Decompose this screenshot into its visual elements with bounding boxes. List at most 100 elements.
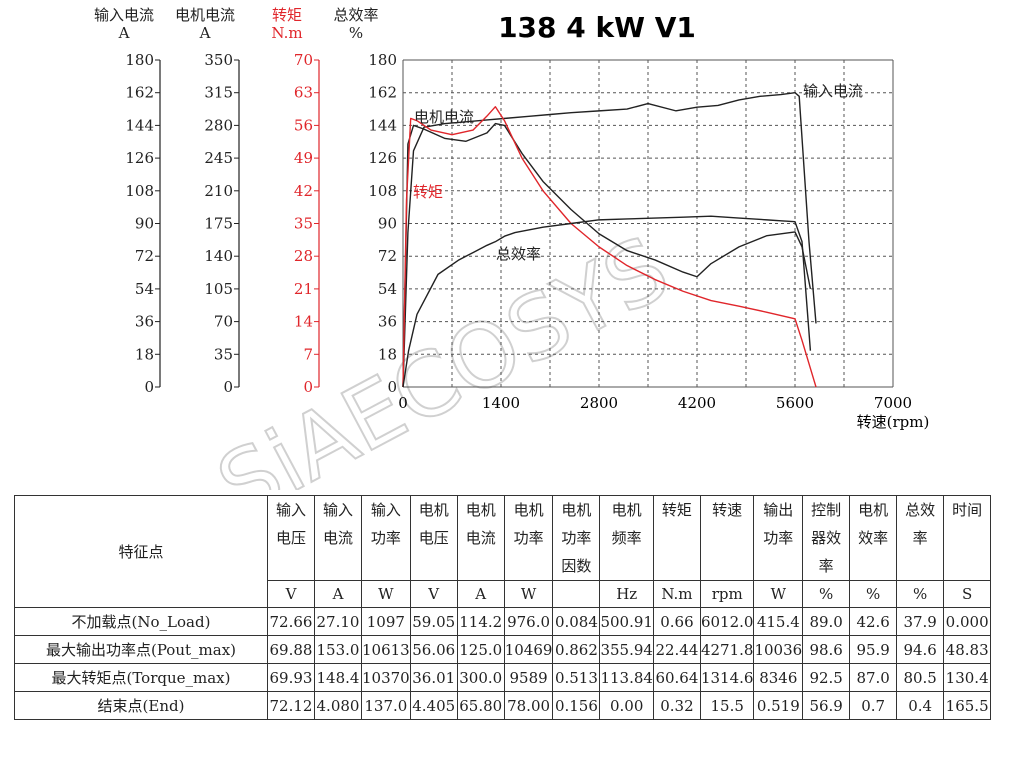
- column-header: 控制 器效率: [802, 495, 851, 581]
- unit-cell: A: [456, 580, 505, 608]
- table-row: 不加载点(No_Load) 72.66 27.10 1097 59.05 114.2 976…: [14, 607, 992, 636]
- y-tick-label: 180: [125, 51, 154, 69]
- column-header: 电机 功率 因数: [552, 495, 601, 581]
- y-axis-unit: %: [349, 24, 363, 42]
- table-cell: 114.2: [456, 607, 505, 636]
- y-tick-label: 0: [387, 378, 397, 396]
- table-cell: 125.0: [456, 635, 505, 664]
- unit-cell: %: [896, 580, 945, 608]
- column-header-line: 率: [818, 557, 834, 575]
- y-axis-header: 电机电流: [175, 6, 235, 24]
- chart-title: 138 4 kW V1: [498, 11, 696, 44]
- y-tick-label: 63: [294, 84, 313, 102]
- table-cell: 0.32: [652, 691, 701, 720]
- y-tick-label: 0: [303, 378, 313, 396]
- y-tick-label: 180: [368, 51, 397, 69]
- table-cell: 69.93: [267, 663, 315, 692]
- x-tick-label: 5600: [776, 394, 814, 412]
- table-cell: 78.00: [503, 691, 554, 720]
- column-header: 电机 功率: [503, 495, 554, 581]
- table-cell: 0.519: [753, 691, 804, 720]
- row-label: 最大输出功率点(Pout_max): [14, 635, 268, 664]
- series-annotation: 总效率: [496, 245, 541, 263]
- table-cell: 1097: [361, 607, 411, 636]
- y-axis-header: 转矩: [272, 6, 302, 24]
- y-tick-label: 144: [125, 116, 154, 134]
- table-cell: 1314.6: [699, 663, 755, 692]
- y-tick-label: 315: [204, 84, 233, 102]
- y-axis-header: 总效率: [333, 6, 378, 24]
- table-cell: 80.5: [896, 663, 945, 692]
- table-cell: 4.080: [314, 691, 362, 720]
- series-annotation: 输入电流: [803, 82, 863, 100]
- series-line: [402, 106, 817, 388]
- row-label: 最大转矩点(Torque_max): [14, 663, 268, 692]
- table-cell: 56.9: [802, 691, 851, 720]
- watermark: SiAECOSYS: [201, 215, 686, 490]
- table-cell: 89.0: [802, 607, 851, 636]
- table-cell: 130.4: [943, 663, 992, 692]
- table-cell: 37.9: [896, 607, 945, 636]
- table-cell: 56.06: [409, 635, 458, 664]
- unit-cell: W: [361, 580, 411, 608]
- column-header-line: 输出: [763, 501, 794, 519]
- column-header: 输入 电压: [267, 495, 315, 581]
- y-tick-label: 245: [204, 149, 233, 167]
- table-cell: 94.6: [896, 635, 945, 664]
- y-tick-label: 49: [294, 149, 313, 167]
- column-header-line: 总效: [905, 501, 936, 519]
- table-cell: 0.000: [943, 607, 992, 636]
- y-tick-label: 35: [294, 215, 313, 233]
- table-cell: 69.88: [267, 635, 315, 664]
- table-cell: 8346: [753, 663, 804, 692]
- y-tick-label: 126: [125, 149, 154, 167]
- table-cell: 72.66: [267, 607, 315, 636]
- unit-cell: %: [802, 580, 851, 608]
- y-tick-label: 280: [204, 116, 233, 134]
- column-header: 总效率: [896, 495, 945, 581]
- column-header-line: 功率: [763, 529, 794, 547]
- y-axes: 输入电流A18016214412610890725436180电机电流A3503…: [94, 6, 397, 396]
- unit-cell: V: [409, 580, 458, 608]
- column-header-line: 输入: [322, 501, 353, 519]
- y-axis-header: 输入电流: [94, 6, 154, 24]
- column-header-line: 功率: [513, 529, 544, 547]
- table-cell: 4.405: [409, 691, 458, 720]
- table-cell: 98.6: [802, 635, 851, 664]
- series-line: [402, 122, 812, 388]
- y-tick-label: 162: [125, 84, 154, 102]
- y-tick-label: 162: [368, 84, 397, 102]
- unit-cell: Hz: [599, 580, 654, 608]
- series-line: [402, 91, 817, 388]
- y-tick-label: 54: [378, 280, 397, 298]
- table-cell: 42.6: [849, 607, 898, 636]
- x-tick-label: 2800: [580, 394, 618, 412]
- table-cell: 60.64: [652, 663, 701, 692]
- table-cell: 0.4: [896, 691, 945, 720]
- column-header-line: 电压: [418, 529, 449, 547]
- table-cell: 165.5: [943, 691, 992, 720]
- table-cell: 0.513: [552, 663, 601, 692]
- table-cell: 72.12: [267, 691, 315, 720]
- x-tick-label: 4200: [678, 394, 716, 412]
- y-tick-label: 72: [378, 247, 397, 265]
- column-header-line: 功率: [561, 529, 592, 547]
- y-tick-label: 105: [204, 280, 233, 298]
- table-cell: 59.05: [409, 607, 458, 636]
- y-axis-unit: N.m: [271, 24, 302, 42]
- y-tick-label: 126: [368, 149, 397, 167]
- table-cell: 36.01: [409, 663, 458, 692]
- table-cell: 27.10: [314, 607, 362, 636]
- table-body: 不加载点(No_Load) 72.66 27.10 1097 59.05 114.2 976…: [14, 607, 992, 720]
- y-tick-label: 108: [368, 182, 397, 200]
- column-header-line: 转矩: [661, 501, 692, 519]
- y-tick-label: 56: [294, 116, 313, 134]
- y-tick-label: 108: [125, 182, 154, 200]
- watermark-text: SiAECOSYS: [202, 216, 685, 490]
- y-tick-label: 28: [294, 247, 313, 265]
- column-header-line: 输入: [370, 501, 401, 519]
- table-cell: 976.0: [503, 607, 554, 636]
- column-header: 输入 功率: [361, 495, 411, 581]
- table-cell: 10613: [361, 635, 411, 664]
- table-cell: 137.0: [361, 691, 411, 720]
